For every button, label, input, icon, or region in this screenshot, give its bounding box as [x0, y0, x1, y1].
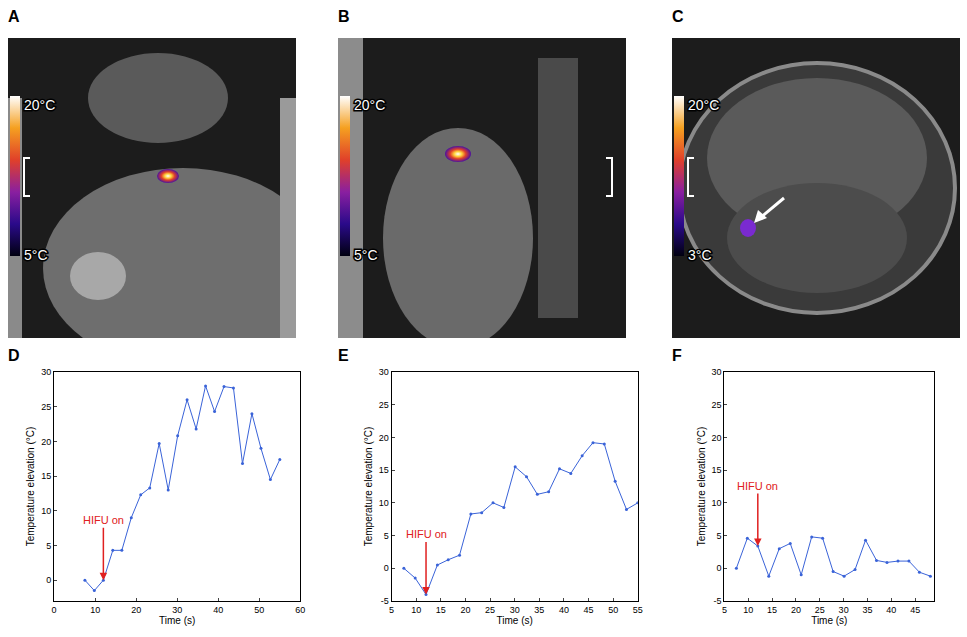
svg-text:20: 20	[712, 433, 722, 443]
svg-text:5°C: 5°C	[24, 247, 48, 263]
svg-text:20: 20	[131, 605, 141, 615]
svg-text:40: 40	[886, 605, 896, 615]
svg-text:5: 5	[717, 531, 722, 541]
svg-text:10: 10	[379, 498, 389, 508]
svg-text:0: 0	[46, 575, 51, 585]
svg-text:25: 25	[41, 402, 51, 412]
svg-text:20°C: 20°C	[24, 97, 55, 113]
svg-text:5: 5	[389, 605, 394, 615]
svg-text:45: 45	[910, 605, 920, 615]
svg-text:15: 15	[41, 471, 51, 481]
svg-text:5°C: 5°C	[24, 247, 48, 263]
svg-text:Time (s): Time (s)	[159, 615, 195, 626]
svg-text:40: 40	[213, 605, 223, 615]
svg-text:3°C: 3°C	[688, 247, 712, 263]
svg-text:20: 20	[41, 437, 51, 447]
svg-text:45: 45	[584, 605, 594, 615]
svg-text:20°C: 20°C	[688, 97, 719, 113]
svg-text:30: 30	[839, 605, 849, 615]
svg-text:20°C: 20°C	[688, 97, 719, 113]
svg-text:20°C: 20°C	[354, 97, 385, 113]
svg-text:30: 30	[712, 367, 722, 377]
svg-text:10: 10	[712, 498, 722, 508]
svg-text:30: 30	[379, 367, 389, 377]
svg-text:0: 0	[384, 563, 389, 573]
svg-text:50: 50	[608, 605, 618, 615]
svg-text:Temperature elevation (°C): Temperature elevation (°C)	[25, 427, 36, 547]
svg-text:20°C: 20°C	[354, 97, 385, 113]
svg-text:5: 5	[384, 531, 389, 541]
svg-text:20: 20	[791, 605, 801, 615]
svg-text:5°C: 5°C	[354, 247, 378, 263]
svg-text:5: 5	[46, 541, 51, 551]
svg-text:15: 15	[767, 605, 777, 615]
svg-text:Temperature elevation (°C): Temperature elevation (°C)	[363, 427, 374, 547]
svg-text:10: 10	[743, 605, 753, 615]
svg-text:15: 15	[712, 465, 722, 475]
svg-text:35: 35	[862, 605, 872, 615]
svg-text:30: 30	[172, 605, 182, 615]
svg-text:5°C: 5°C	[354, 247, 378, 263]
svg-text:35: 35	[534, 605, 544, 615]
svg-text:55: 55	[633, 605, 643, 615]
svg-text:HIFU on: HIFU on	[737, 480, 778, 492]
svg-text:20: 20	[379, 433, 389, 443]
svg-text:30: 30	[41, 367, 51, 377]
svg-text:Temperature elevation (°C): Temperature elevation (°C)	[696, 427, 707, 547]
svg-text:-5: -5	[714, 596, 722, 606]
svg-text:10: 10	[411, 605, 421, 615]
svg-text:15: 15	[436, 605, 446, 615]
html-text:D: D	[8, 347, 20, 364]
svg-text:50: 50	[254, 605, 264, 615]
svg-text:Time (s): Time (s)	[811, 615, 847, 626]
svg-text:20: 20	[460, 605, 470, 615]
svg-text:HIFU on: HIFU on	[406, 528, 447, 540]
svg-text:40: 40	[559, 605, 569, 615]
html-text:F: F	[672, 347, 682, 364]
svg-text:Time (s): Time (s)	[497, 615, 533, 626]
svg-text:30: 30	[510, 605, 520, 615]
svg-text:0: 0	[52, 605, 57, 615]
svg-text:10: 10	[41, 506, 51, 516]
svg-text:5: 5	[722, 605, 727, 615]
svg-text:20°C: 20°C	[24, 97, 55, 113]
svg-text:3°C: 3°C	[688, 247, 712, 263]
svg-text:25: 25	[485, 605, 495, 615]
html-text:C: C	[672, 8, 684, 25]
svg-text:15: 15	[379, 465, 389, 475]
html-text:A: A	[8, 8, 20, 25]
svg-text:10: 10	[90, 605, 100, 615]
svg-text:60: 60	[295, 605, 305, 615]
svg-text:HIFU on: HIFU on	[83, 514, 124, 526]
svg-text:0: 0	[717, 563, 722, 573]
svg-text:25: 25	[815, 605, 825, 615]
svg-text:25: 25	[379, 400, 389, 410]
html-text:B: B	[338, 8, 350, 25]
svg-text:25: 25	[712, 400, 722, 410]
svg-text:-5: -5	[381, 596, 389, 606]
html-text:E: E	[338, 347, 349, 364]
